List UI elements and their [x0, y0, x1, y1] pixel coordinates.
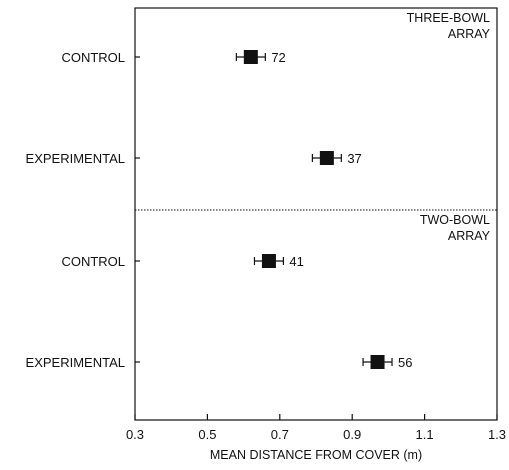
data-point-marker: [243, 50, 258, 64]
panel-labels: THREE-BOWL ARRAY TWO-BOWL ARRAY: [407, 11, 491, 243]
data-points: 72 37 41 56: [235, 50, 412, 370]
x-tick-label: 0.7: [271, 427, 289, 442]
x-tick-label: 1.1: [416, 427, 434, 442]
x-tick-label: 0.3: [126, 427, 144, 442]
panel-label-line: THREE-BOWL: [407, 11, 490, 25]
panel-label-line: ARRAY: [448, 229, 491, 243]
data-point-marker: [261, 254, 276, 268]
sample-size-label: 72: [271, 50, 285, 65]
sample-size-label: 56: [398, 355, 412, 370]
x-tick-label: 0.9: [343, 427, 361, 442]
plot-frame: [134, 7, 498, 421]
x-axis-title: MEAN DISTANCE FROM COVER (m): [210, 448, 422, 462]
data-point-marker: [319, 151, 334, 165]
category-label: EXPERIMENTAL: [26, 355, 125, 370]
sample-size-label: 37: [347, 151, 361, 166]
panel-label-line: ARRAY: [448, 27, 491, 41]
panel-label-line: TWO-BOWL: [420, 213, 490, 227]
category-label: CONTROL: [61, 254, 125, 269]
x-tick-label: 1.3: [488, 427, 506, 442]
category-label: CONTROL: [61, 50, 125, 65]
sample-size-label: 41: [289, 254, 303, 269]
data-point-marker: [370, 355, 385, 369]
x-axis-ticks: [134, 414, 498, 420]
category-labels: CONTROL EXPERIMENTAL CONTROL EXPERIMENTAL: [26, 50, 140, 370]
x-axis-tick-labels: 0.3 0.5 0.7 0.9 1.1 1.3: [126, 427, 506, 442]
category-label: EXPERIMENTAL: [26, 151, 125, 166]
x-tick-label: 0.5: [198, 427, 216, 442]
